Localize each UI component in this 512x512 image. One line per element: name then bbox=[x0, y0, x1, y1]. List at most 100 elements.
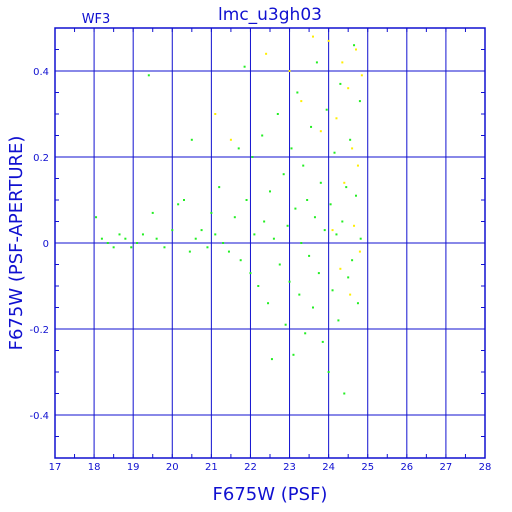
data-point-green bbox=[147, 74, 150, 77]
x-tick-label: 18 bbox=[88, 462, 101, 473]
data-point-green bbox=[282, 173, 285, 176]
data-point-green bbox=[253, 233, 256, 236]
data-point-yellow bbox=[341, 61, 344, 64]
data-point-green bbox=[200, 229, 203, 232]
data-point-green bbox=[351, 259, 354, 262]
data-point-green bbox=[233, 216, 236, 219]
data-point-green bbox=[359, 237, 362, 240]
data-point-green bbox=[308, 254, 311, 257]
data-point-green bbox=[286, 224, 289, 227]
data-point-green bbox=[118, 233, 121, 236]
data-point-green bbox=[95, 216, 98, 219]
data-point-green bbox=[292, 353, 295, 356]
data-point-yellow bbox=[265, 52, 268, 55]
x-tick-label: 19 bbox=[127, 462, 140, 473]
data-point-green bbox=[249, 272, 252, 275]
data-point-green bbox=[321, 340, 324, 343]
data-point-green bbox=[124, 237, 127, 240]
data-point-green bbox=[188, 250, 191, 253]
data-point-green bbox=[290, 147, 293, 150]
data-point-green bbox=[210, 211, 213, 214]
data-point-green bbox=[284, 323, 287, 326]
data-point-yellow bbox=[229, 138, 232, 141]
data-point-green bbox=[257, 285, 260, 287]
data-point-green bbox=[306, 199, 309, 201]
data-point-green bbox=[130, 246, 133, 249]
data-point-green bbox=[151, 211, 154, 214]
data-point-green bbox=[206, 246, 209, 249]
data-point-green bbox=[353, 44, 356, 47]
data-point-green bbox=[345, 186, 348, 189]
data-point-green bbox=[136, 242, 139, 244]
data-point-green bbox=[298, 293, 301, 296]
data-point-green bbox=[296, 91, 299, 94]
data-point-green bbox=[329, 203, 332, 206]
data-point-yellow bbox=[312, 35, 314, 38]
data-point-green bbox=[302, 164, 305, 167]
x-tick-labels: 17 18 19 20 21 22 23 24 25 26 27 28 bbox=[49, 462, 492, 473]
data-point-green bbox=[190, 138, 193, 141]
data-point-green bbox=[177, 203, 180, 206]
data-point-yellow bbox=[335, 117, 338, 120]
data-point-green bbox=[339, 82, 342, 85]
data-point-green bbox=[267, 302, 270, 305]
y-tick-label: -0.2 bbox=[29, 325, 49, 336]
data-point-green bbox=[333, 151, 336, 154]
data-point-green bbox=[315, 61, 318, 64]
data-point-green bbox=[335, 233, 338, 236]
y-tick-label: -0.4 bbox=[29, 411, 49, 422]
data-point-green bbox=[245, 199, 248, 201]
y-tick-label: 0 bbox=[43, 239, 49, 250]
data-point-green bbox=[269, 190, 271, 193]
data-point-green bbox=[317, 272, 320, 275]
data-point-green bbox=[358, 100, 361, 103]
data-point-green bbox=[323, 229, 326, 232]
data-point-green bbox=[261, 134, 264, 137]
data-point-green bbox=[263, 220, 266, 223]
data-point-green bbox=[141, 233, 144, 236]
data-point-green bbox=[218, 186, 221, 189]
data-point-green bbox=[243, 65, 246, 68]
x-tick-label: 23 bbox=[283, 462, 296, 473]
y-tick-labels: -0.4 -0.2 0 0.2 0.4 bbox=[29, 67, 49, 422]
data-point-yellow bbox=[319, 130, 322, 133]
chart-title: lmc_u3gh03 bbox=[218, 5, 322, 25]
data-point-yellow bbox=[351, 147, 354, 150]
data-point-green bbox=[349, 138, 352, 141]
data-point-green bbox=[222, 242, 225, 244]
data-point-green bbox=[337, 319, 340, 322]
data-point-yellow bbox=[343, 181, 346, 184]
data-point-green bbox=[251, 156, 254, 158]
data-point-yellow bbox=[347, 87, 350, 90]
data-point-green bbox=[356, 302, 359, 305]
data-point-green bbox=[313, 216, 316, 219]
data-point-green bbox=[214, 233, 217, 236]
data-point-green bbox=[272, 237, 275, 240]
data-point-green bbox=[343, 392, 346, 395]
data-point-green bbox=[276, 113, 279, 115]
x-tick-label: 25 bbox=[361, 462, 374, 473]
data-point-yellow bbox=[288, 70, 291, 72]
data-point-green bbox=[171, 229, 174, 232]
data-point-yellow bbox=[339, 267, 342, 270]
data-point-yellow bbox=[360, 74, 363, 77]
x-tick-label: 21 bbox=[205, 462, 218, 473]
grid-lines bbox=[55, 28, 485, 458]
data-point-green bbox=[310, 125, 313, 128]
data-point-green bbox=[325, 108, 328, 111]
data-point-green bbox=[112, 246, 115, 249]
data-point-green bbox=[183, 199, 185, 201]
x-tick-label: 20 bbox=[166, 462, 179, 473]
data-point-green bbox=[270, 358, 273, 361]
data-point-yellow bbox=[214, 113, 217, 115]
panel-label: WF3 bbox=[82, 12, 111, 27]
y-tick-label: 0.4 bbox=[33, 67, 49, 78]
data-point-green bbox=[347, 276, 350, 279]
x-tick-label: 27 bbox=[440, 462, 453, 473]
data-point-green bbox=[106, 242, 109, 244]
data-point-yellow bbox=[353, 224, 356, 227]
data-point-green bbox=[163, 246, 166, 249]
data-point-green bbox=[288, 280, 291, 283]
data-point-green bbox=[155, 237, 158, 240]
